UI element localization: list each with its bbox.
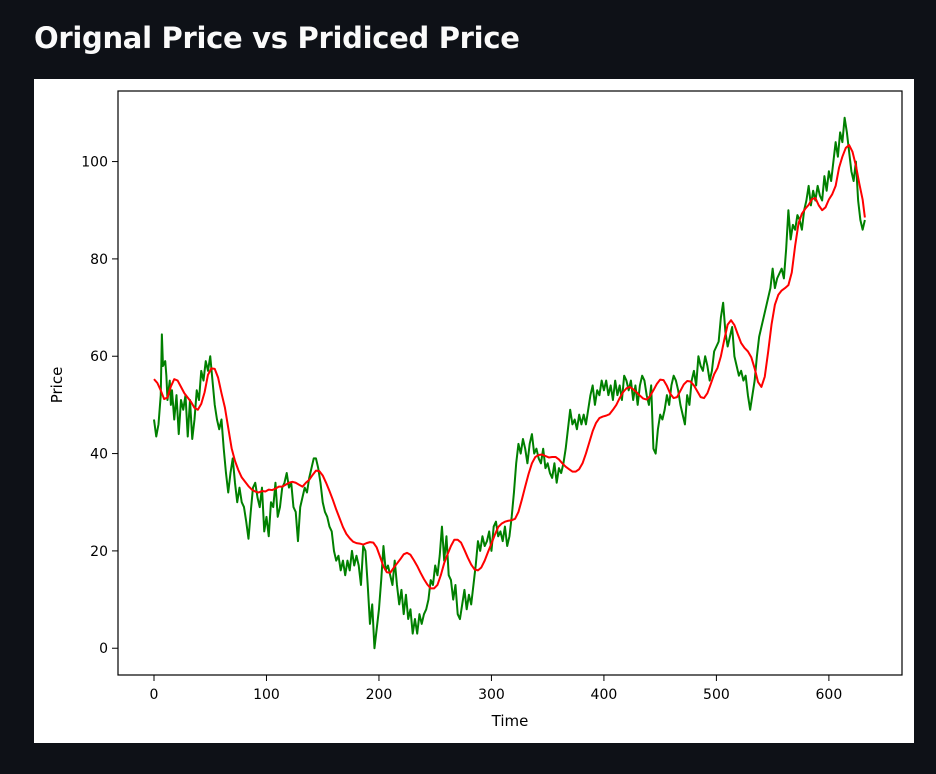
x-tick-label: 400 — [591, 687, 618, 703]
line-chart: 0 100 200 300 400 500 600 0 20 40 60 80 100 Time Pr… — [48, 90, 903, 730]
x-tick-label: 300 — [478, 687, 505, 703]
x-axis-label: Time — [491, 712, 529, 730]
page-title: Orignal Price vs Pridiced Price — [34, 21, 520, 55]
series-layer — [152, 116, 866, 650]
x-tick-label: 200 — [366, 687, 393, 703]
series-line-0 — [152, 116, 866, 650]
x-tick-label: 600 — [816, 687, 843, 703]
x-tick-label: 500 — [703, 687, 730, 703]
plot-frame — [117, 90, 903, 676]
y-tick-label: 40 — [90, 447, 108, 463]
x-tick-label: 100 — [253, 687, 280, 703]
chart-figure: 0 100 200 300 400 500 600 0 20 40 60 80 100 Time Pr… — [34, 79, 914, 743]
x-tick-label: 0 — [150, 687, 159, 703]
y-tick-label: 80 — [90, 252, 108, 268]
x-axis: 0 100 200 300 400 500 600 — [150, 675, 843, 703]
y-tick-label: 100 — [81, 155, 108, 171]
y-tick-label: 60 — [90, 349, 108, 365]
y-axis-label: Price — [48, 367, 66, 404]
y-axis: 0 20 40 60 80 100 — [81, 155, 118, 657]
series-line-1 — [153, 144, 866, 590]
plot-area — [118, 91, 902, 675]
y-tick-label: 20 — [90, 544, 108, 560]
y-tick-label: 0 — [99, 641, 108, 657]
